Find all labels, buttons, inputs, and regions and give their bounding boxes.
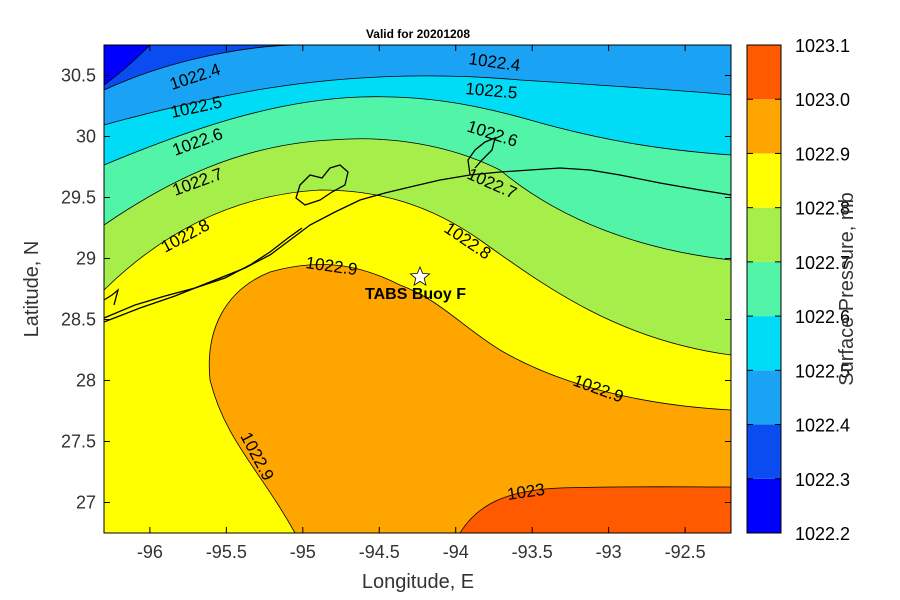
colorbar-tick-label: 1022.8: [795, 199, 850, 219]
buoy-label: TABS Buoy F: [365, 286, 466, 303]
fill-1022-7: [104, 138, 731, 355]
colorbar-tick-label: 1022.2: [795, 524, 850, 544]
contour-line-1022-7: [104, 138, 731, 261]
colorbar-band: [747, 153, 781, 208]
contour-line-1022-6: [104, 96, 731, 166]
x-tick-label: -93: [596, 542, 622, 562]
colorbar-band: [747, 45, 781, 100]
colorbar-tick-label: 1022.7: [795, 253, 850, 273]
contour-line-1022-5: [104, 75, 731, 126]
y-tick-label: 30: [76, 127, 96, 147]
plot-area: 1022.4 1022.4 1022.5 1022.5 1022.6 1022.…: [103, 44, 732, 534]
fill-1022-6: [104, 96, 731, 260]
x-tick-label: -95.5: [206, 542, 247, 562]
colorbar-band: [747, 424, 781, 479]
colorbar-band: [747, 478, 781, 533]
colorbar-band: [747, 207, 781, 262]
y-tick-label: 29.5: [61, 188, 96, 208]
coastline-main: [104, 167, 731, 323]
colorbar-tick-label: 1022.6: [795, 307, 850, 327]
colorbar-frame: [746, 44, 782, 534]
x-axis-label: Longitude, E: [362, 571, 474, 593]
star-icon: [409, 265, 431, 286]
colorbar-tick-label: 1022.5: [795, 361, 850, 381]
contour-line-1023-0: [459, 486, 731, 533]
x-tick-label: -94.5: [359, 542, 400, 562]
x-tick-label: -93.5: [512, 542, 553, 562]
y-tick-label: 30.5: [61, 66, 96, 86]
colorbar-band: [747, 99, 781, 154]
y-axis-label: Latitude, N: [21, 241, 43, 338]
colorbar-label: Surface Pressure, mb: [836, 192, 858, 385]
coastline-bay: [295, 164, 349, 206]
fill-1022-4: [104, 45, 731, 125]
fill-1022-9: [209, 264, 731, 533]
colorbar-band: [747, 261, 781, 317]
x-axis: -96 -95.5 -95 -94.5 -94 -93.5 -93 -92.5: [137, 45, 706, 562]
fill-1022-2: [104, 45, 150, 85]
coastline-west-inlet: [104, 288, 120, 306]
colorbar-tick-label: 1022.4: [795, 416, 850, 436]
fill-1023-0: [460, 486, 731, 533]
y-tick-label: 27: [76, 493, 96, 513]
x-tick-label: -92.5: [665, 542, 706, 562]
contour-fills: [104, 45, 731, 533]
coastline: [104, 136, 731, 323]
colorbar-tick-label: 1022.3: [795, 470, 850, 490]
colorbar-tick-label: 1022.9: [795, 144, 850, 164]
y-tick-label: 28.5: [61, 310, 96, 330]
y-axis: 27 27.5 28 28.5 29 29.5 30 30.5: [61, 66, 731, 513]
plot-frame: [103, 44, 732, 534]
x-tick-label: -94: [443, 542, 469, 562]
colorbar: 1022.2 1022.3 1022.4 1022.5 1022.6 1022.7 1022…: [746, 36, 850, 544]
contour-line-1022-9: [208, 264, 731, 533]
x-tick-label: -95: [290, 542, 316, 562]
buoy-marker: TABS Buoy F: [365, 265, 466, 303]
contour-line-1022-8: [104, 189, 731, 356]
x-tick-label: -96: [137, 542, 163, 562]
colorbar-band: [747, 316, 781, 371]
colorbar-band: [747, 370, 781, 425]
contour-line-1022-3: [104, 45, 151, 86]
chart-title: Valid for 20201208: [366, 27, 470, 41]
contour-label-1022-5-east: 1022.5: [465, 79, 518, 102]
coastline-barrier-island: [104, 227, 303, 319]
colorbar-tick-label: 1023.0: [795, 90, 850, 110]
y-tick-label: 27.5: [61, 432, 96, 452]
y-tick-label: 29: [76, 249, 96, 269]
fill-1022-5: [104, 75, 731, 165]
contour-lines: [104, 45, 731, 533]
coastline-lake: [467, 136, 496, 176]
y-tick-label: 28: [76, 371, 96, 391]
colorbar-tick-label: 1023.1: [795, 36, 850, 56]
